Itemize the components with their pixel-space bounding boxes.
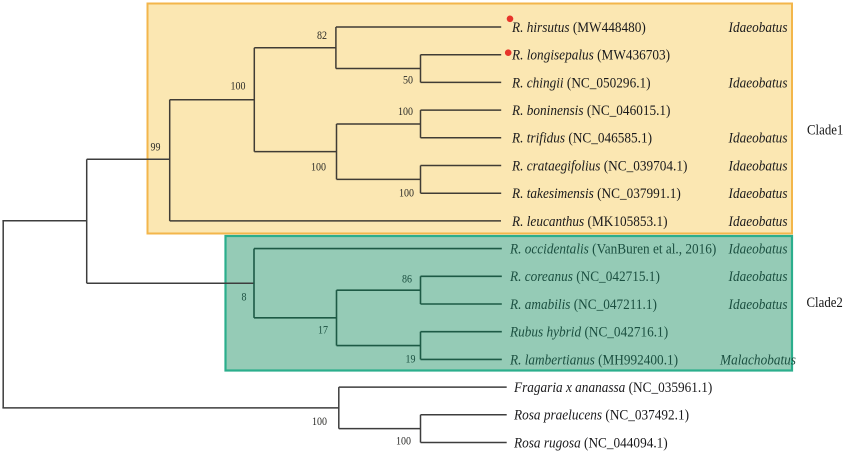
svg-text:Idaeobatus: Idaeobatus	[728, 130, 788, 147]
svg-text:Idaeobatus: Idaeobatus	[728, 158, 788, 175]
svg-text:R. trifidus (NC_046585.1): R. trifidus (NC_046585.1)	[511, 130, 652, 147]
svg-text:Rubus hybrid (NC_042716.1): Rubus hybrid (NC_042716.1)	[509, 324, 668, 341]
svg-text:100: 100	[311, 161, 326, 174]
svg-text:R. crataegifolius (NC_039704.1: R. crataegifolius (NC_039704.1)	[511, 158, 688, 175]
svg-text:Idaeobatus: Idaeobatus	[728, 241, 788, 258]
svg-text:Idaeobatus: Idaeobatus	[728, 268, 788, 285]
svg-text:Rosa praelucens (NC_037492.1): Rosa praelucens (NC_037492.1)	[513, 407, 689, 424]
svg-text:Malachobatus: Malachobatus	[719, 352, 796, 369]
svg-text:Idaeobatus: Idaeobatus	[728, 19, 788, 36]
svg-text:86: 86	[402, 273, 413, 286]
svg-text:100: 100	[312, 416, 327, 429]
svg-text:Rosa rugosa (NC_044094.1): Rosa rugosa (NC_044094.1)	[513, 435, 668, 452]
svg-text:Idaeobatus: Idaeobatus	[728, 213, 788, 230]
svg-text:R. leucanthus (MK105853.1): R. leucanthus (MK105853.1)	[511, 213, 668, 230]
svg-text:17: 17	[318, 324, 329, 337]
svg-text:19: 19	[406, 353, 416, 366]
svg-text:100: 100	[231, 80, 246, 93]
svg-text:50: 50	[403, 74, 413, 87]
svg-text:R. hirsutus (MW448480): R. hirsutus (MW448480)	[511, 19, 646, 36]
svg-text:Clade1: Clade1	[807, 122, 843, 138]
svg-text:Idaeobatus: Idaeobatus	[728, 185, 788, 202]
svg-text:R. longisepalus (MW436703): R. longisepalus (MW436703)	[511, 47, 670, 64]
svg-text:R. amabilis (NC_047211.1): R. amabilis (NC_047211.1)	[509, 296, 657, 313]
svg-text:Clade2: Clade2	[807, 294, 843, 310]
svg-text:R. boninensis (NC_046015.1): R. boninensis (NC_046015.1)	[511, 102, 671, 119]
svg-text:R. coreanus (NC_042715.1): R. coreanus (NC_042715.1)	[509, 268, 660, 285]
svg-text:99: 99	[151, 141, 161, 154]
svg-text:R. takesimensis (NC_037991.1): R. takesimensis (NC_037991.1)	[511, 185, 681, 202]
svg-text:R. lambertianus (MH992400.1): R. lambertianus (MH992400.1)	[509, 352, 678, 369]
svg-text:R. chingii (NC_050296.1): R. chingii (NC_050296.1)	[511, 75, 651, 92]
svg-text:100: 100	[399, 187, 414, 200]
svg-text:82: 82	[317, 30, 327, 43]
svg-text:R. occidentalis (VanBuren et a: R. occidentalis (VanBuren et al., 2016)	[509, 241, 717, 258]
svg-text:Idaeobatus: Idaeobatus	[728, 296, 788, 313]
svg-text:Fragaria x ananassa (NC_035961: Fragaria x ananassa (NC_035961.1)	[513, 379, 712, 396]
svg-text:100: 100	[396, 435, 411, 448]
svg-text:Idaeobatus: Idaeobatus	[728, 75, 788, 92]
svg-text:100: 100	[398, 105, 413, 118]
svg-text:8: 8	[242, 291, 247, 304]
